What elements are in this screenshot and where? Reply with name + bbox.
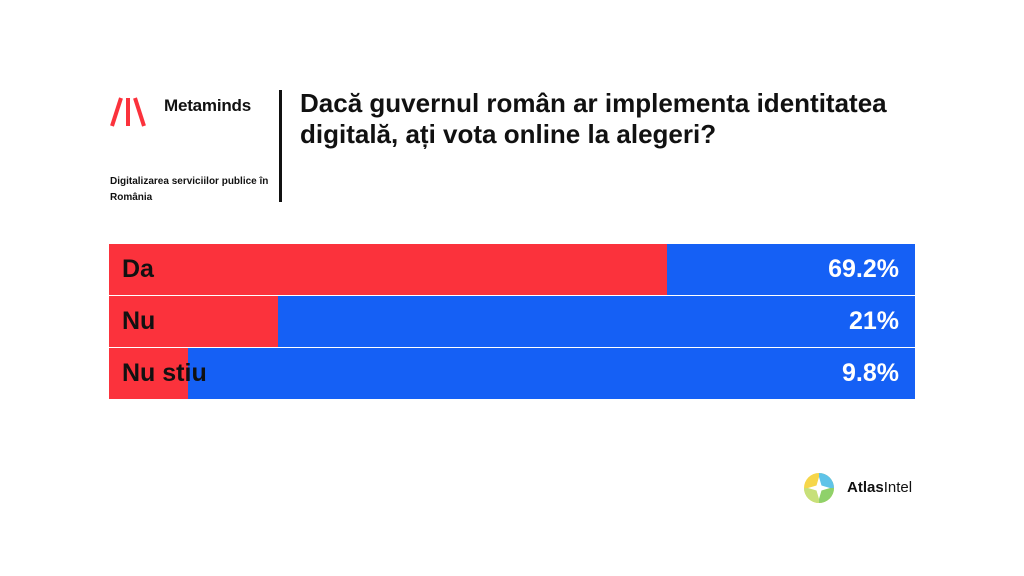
bar-nu (109, 296, 279, 347)
bar-row-nu: Nu 21% (109, 296, 915, 347)
brand-subtitle: Digitalizarea serviciilor publice în Rom… (110, 176, 269, 203)
atlas-name-regular: Intel (883, 479, 913, 496)
bar-nu-stiu (109, 348, 188, 399)
atlasintel-name: AtlasIntel (847, 479, 912, 496)
chart-title: Dacă guvernul român ar implementa identi… (300, 88, 887, 149)
bar-row-nu-stiu: Nu stiu 9.8% (109, 348, 915, 399)
value-label-nu: 21% (848, 307, 899, 335)
category-label-nu-stiu: Nu stiu (122, 359, 207, 387)
metaminds-name: Metaminds (164, 96, 251, 115)
category-label-da: Da (122, 255, 154, 283)
value-label-nu-stiu: 9.8% (842, 359, 899, 387)
category-label-nu: Nu (122, 307, 156, 335)
metaminds-logo-icon (110, 97, 146, 127)
metaminds-brand: Metaminds Digitalizarea serviciilor publ… (110, 92, 280, 203)
bar-row-da: Da 69.2% (109, 244, 915, 295)
bar-da (109, 244, 667, 295)
value-label-da: 69.2% (828, 255, 899, 283)
atlasintel-brand: AtlasIntel (803, 470, 933, 506)
bar-chart: Da 69.2% Nu 21% Nu stiu 9.8% (109, 244, 915, 400)
atlasintel-logo-icon (804, 473, 834, 503)
atlas-name-bold: Atlas (847, 479, 884, 496)
header-divider (279, 90, 282, 202)
